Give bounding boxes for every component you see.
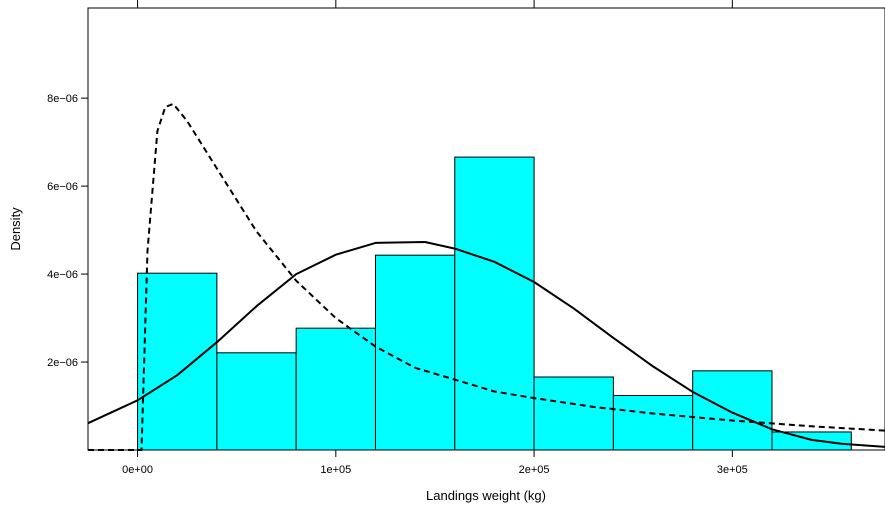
histogram-bar-5	[454, 156, 535, 451]
histogram-bar-6	[533, 376, 614, 451]
y-axis-title: Density	[8, 207, 23, 251]
x-tick-label-2: 1e+05	[320, 464, 351, 476]
x-tick-label-4: 3e+05	[717, 464, 748, 476]
histogram-bar-1	[137, 272, 218, 451]
histogram-bar-3	[295, 327, 376, 451]
histogram-bar-9	[771, 431, 852, 451]
y-tick-label-2: 4e−06	[47, 269, 78, 281]
plot-frame	[87, 7, 885, 451]
histogram-bars	[137, 156, 852, 451]
density-curves	[87, 102, 885, 451]
y-tick-label-1: 2e−06	[47, 357, 78, 369]
axes: 0e+00 1e+05 2e+05 3e+05 2e−06 4e−06 6e−06 8e−06	[47, 0, 885, 476]
solid-density-curve	[87, 241, 885, 448]
x-tick-label-1: 0e+00	[122, 464, 153, 476]
histogram-bar-4	[374, 254, 456, 451]
x-tick-label-3: 2e+05	[519, 464, 550, 476]
dashed-density-curve	[88, 102, 885, 451]
histogram-bar-2	[216, 352, 297, 451]
y-tick-label-3: 6e−06	[47, 181, 78, 193]
x-axis-title: Landings weight (kg)	[426, 488, 546, 503]
y-tick-label-4: 8e−06	[47, 93, 78, 105]
histogram-bar-7	[612, 394, 694, 451]
histogram-bar-8	[692, 370, 773, 451]
